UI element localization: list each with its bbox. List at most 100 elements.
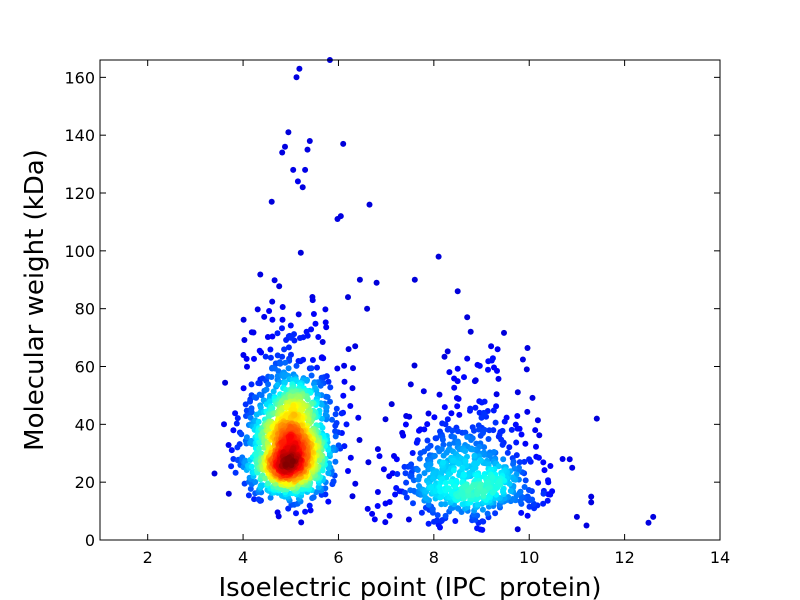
data-point [274, 372, 281, 379]
data-point [518, 431, 525, 438]
data-point [446, 441, 453, 448]
data-point [439, 436, 446, 443]
data-point [234, 444, 241, 451]
data-point [464, 355, 471, 362]
data-point [374, 489, 381, 495]
data-point [225, 490, 232, 497]
data-point [512, 421, 519, 428]
data-point [509, 496, 516, 502]
data-point [276, 283, 283, 290]
data-point [471, 427, 477, 434]
data-point [283, 461, 290, 468]
data-point [257, 483, 264, 490]
data-point [501, 418, 508, 425]
data-point [291, 412, 298, 418]
data-point [416, 455, 423, 462]
data-point [258, 392, 265, 399]
data-point [588, 493, 595, 500]
y-tick-label: 40 [75, 415, 95, 434]
plot-frame [99, 59, 721, 541]
data-point [248, 463, 255, 470]
data-point [496, 431, 503, 438]
data-point [521, 484, 528, 490]
data-point [341, 378, 348, 385]
data-point [374, 446, 381, 453]
data-point [323, 393, 330, 400]
data-point [418, 509, 425, 516]
data-point [340, 140, 347, 147]
data-point [500, 456, 507, 463]
data-point [267, 354, 274, 361]
data-point [371, 516, 378, 523]
data-point [293, 362, 300, 369]
data-point [282, 413, 289, 420]
data-point [243, 355, 250, 362]
data-point [494, 346, 501, 353]
data-point [525, 487, 532, 493]
y-tick-label: 120 [64, 184, 95, 203]
data-point [319, 339, 326, 345]
data-point [248, 409, 255, 416]
data-point [345, 468, 351, 474]
data-point [302, 508, 309, 515]
data-point [468, 484, 475, 491]
data-point [421, 470, 428, 477]
data-point [308, 372, 315, 379]
data-point [415, 476, 422, 483]
data-point [442, 512, 449, 519]
data-point [269, 316, 276, 323]
data-point [471, 452, 478, 459]
data-point [320, 355, 327, 362]
data-point [424, 421, 431, 428]
data-point [526, 503, 533, 510]
data-point [290, 166, 297, 173]
data-point [349, 493, 356, 500]
data-point [422, 494, 429, 501]
data-point [230, 427, 237, 434]
data-point [451, 375, 458, 382]
data-point [295, 311, 302, 318]
data-point [444, 416, 451, 423]
x-axis-label: Isoelectric point (IPC_protein) [218, 573, 601, 600]
data-point [474, 525, 481, 532]
data-point [544, 497, 551, 504]
data-point [341, 362, 348, 369]
data-point [329, 416, 335, 423]
data-point [441, 353, 448, 360]
data-point [486, 427, 493, 434]
data-point [451, 434, 458, 441]
data-point [488, 343, 495, 350]
data-point [467, 446, 474, 453]
data-point [534, 417, 541, 424]
data-point [347, 403, 354, 409]
y-tick-label: 100 [64, 242, 95, 261]
data-point [440, 459, 446, 466]
data-point [306, 502, 313, 509]
data-point [403, 494, 410, 501]
data-point [243, 434, 250, 441]
data-point [645, 519, 652, 526]
data-point [434, 512, 441, 519]
data-point [495, 463, 502, 470]
data-point [573, 513, 580, 520]
data-point [376, 453, 383, 460]
data-point [524, 345, 531, 351]
data-point [279, 149, 286, 156]
data-point [540, 459, 547, 466]
data-point [306, 138, 313, 144]
data-point [522, 477, 529, 484]
data-point [588, 499, 595, 506]
data-point [285, 344, 292, 351]
data-point [450, 467, 457, 474]
data-point [247, 485, 254, 492]
data-point [411, 362, 418, 369]
y-tick-label: 0 [85, 531, 95, 550]
data-point [461, 374, 467, 381]
data-point [228, 447, 235, 454]
data-point [489, 489, 496, 496]
data-point [421, 426, 428, 433]
data-point [467, 328, 474, 335]
data-point [251, 496, 258, 503]
data-point [489, 474, 496, 481]
